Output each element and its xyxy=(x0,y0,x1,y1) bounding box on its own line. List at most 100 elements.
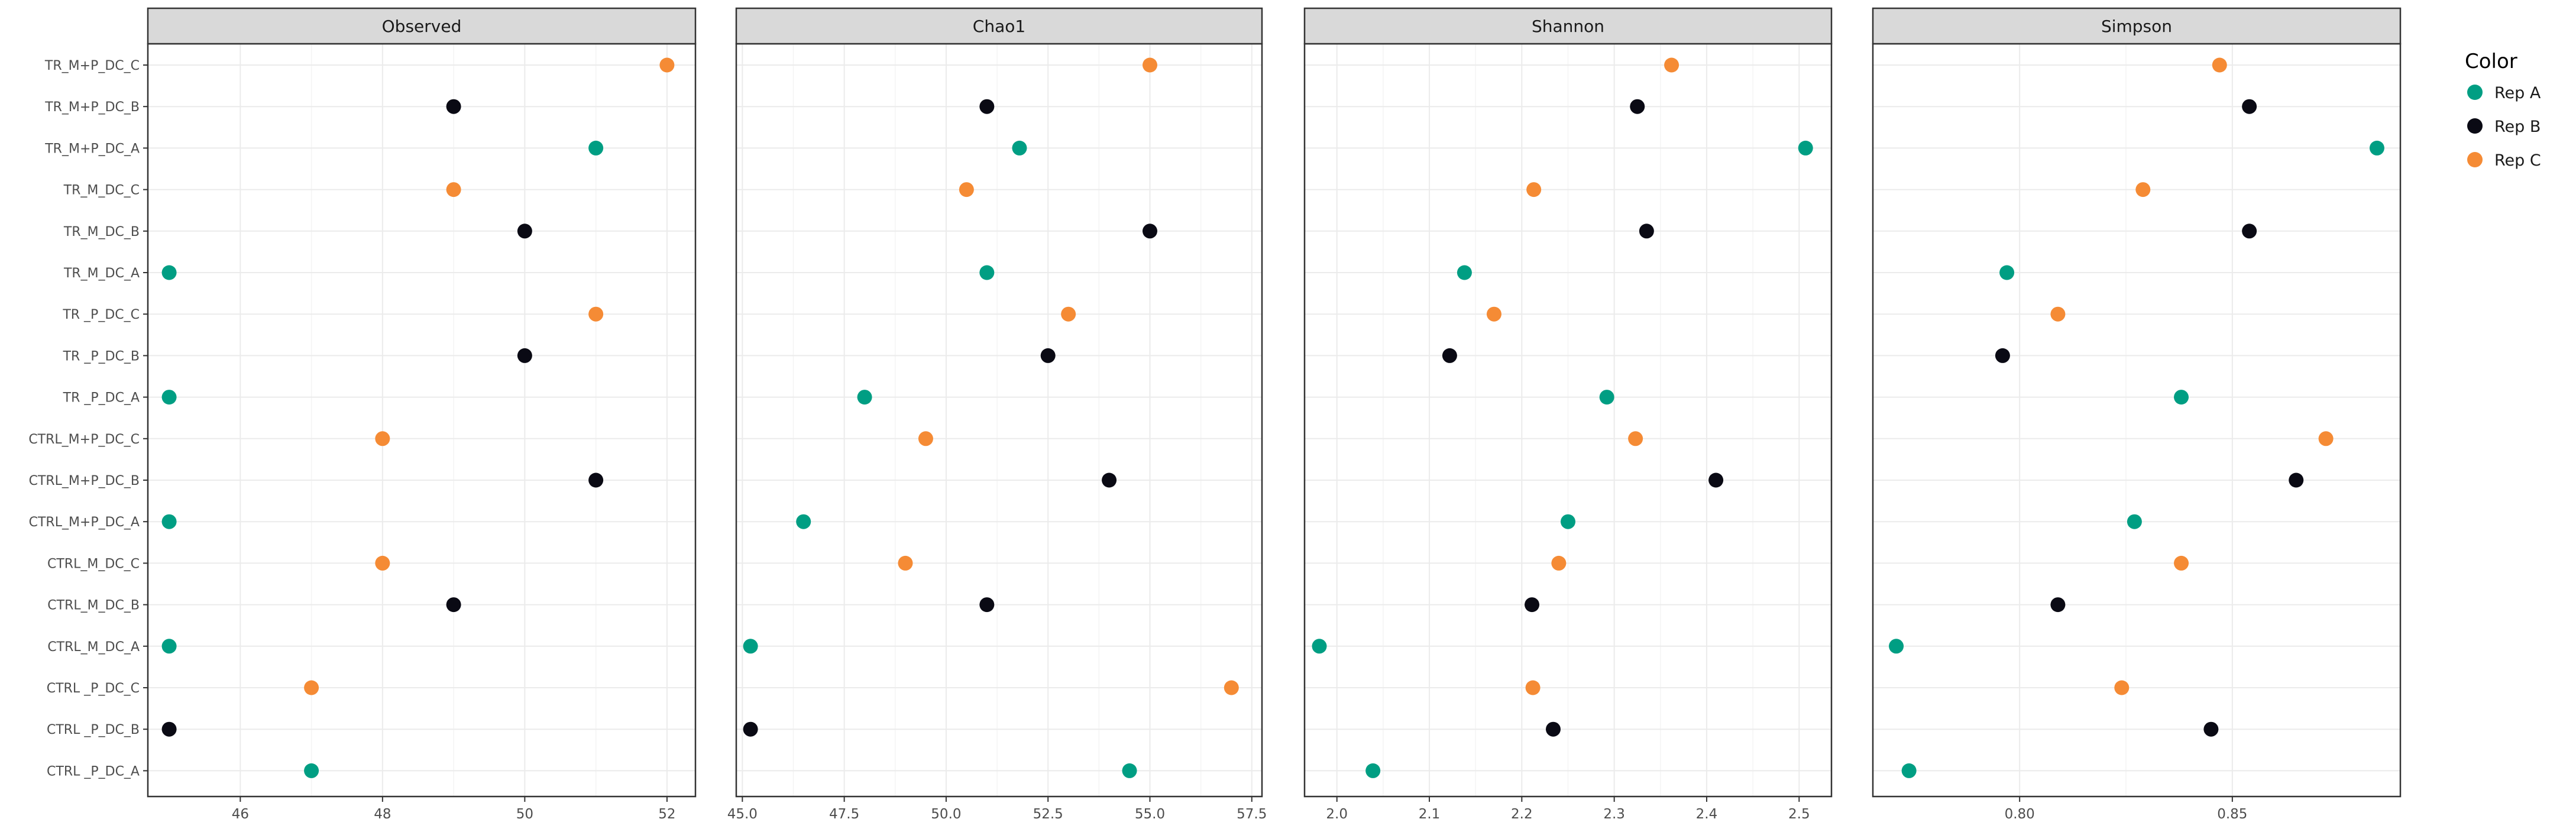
data-point xyxy=(1142,57,1157,73)
data-point xyxy=(1525,680,1541,695)
legend: Color Rep A Rep B Rep C xyxy=(2465,50,2541,170)
data-point xyxy=(1798,140,1813,156)
y-tick-label: CTRL_M+P_DC_A xyxy=(29,515,140,530)
data-point xyxy=(898,555,913,571)
data-point xyxy=(1457,265,1472,280)
data-point xyxy=(446,99,461,114)
facet-strip-label: Shannon xyxy=(1532,17,1604,36)
x-tick-label: 48 xyxy=(374,807,391,822)
data-point xyxy=(1486,306,1501,322)
data-point xyxy=(1442,348,1457,363)
data-point xyxy=(2318,431,2334,446)
facet-strip xyxy=(1872,7,2402,45)
y-tick-label: TR _P_DC_C xyxy=(62,307,140,322)
data-point xyxy=(161,721,177,737)
x-tick-label: 46 xyxy=(232,807,249,822)
data-point xyxy=(1122,763,1137,778)
y-tick-label: CTRL_M+P_DC_B xyxy=(29,474,140,488)
x-tick-label: 2.4 xyxy=(1696,807,1718,822)
legend-key xyxy=(2467,85,2483,100)
x-tick-label: 52 xyxy=(658,807,675,822)
data-point xyxy=(2174,555,2189,571)
y-tick-label: CTRL_M_DC_B xyxy=(47,598,140,613)
data-point xyxy=(1040,348,1056,363)
x-tick-label: 2.1 xyxy=(1419,807,1441,822)
facet-strip-label: Simpson xyxy=(2101,17,2172,36)
x-tick-label: 2.0 xyxy=(1326,807,1348,822)
panel-chao1: Chao1 45.0 47.5 50.0 52.5 55.0 57.5 xyxy=(727,7,1267,822)
y-tick-label: CTRL_M+P_DC_C xyxy=(28,432,140,447)
data-point xyxy=(2127,514,2142,529)
data-point xyxy=(1628,431,1643,446)
panel-background xyxy=(148,44,695,797)
data-point xyxy=(979,99,995,114)
data-point xyxy=(446,182,461,198)
data-point xyxy=(1599,390,1614,405)
data-point xyxy=(918,431,933,446)
y-tick-label: TR_M_DC_A xyxy=(63,266,140,281)
data-point xyxy=(161,390,177,405)
data-point xyxy=(2050,306,2066,322)
data-point xyxy=(2114,680,2130,695)
data-point xyxy=(588,140,604,156)
data-point xyxy=(375,431,390,446)
data-point xyxy=(1224,680,1239,695)
panel-observed: Observed 46 48 50 52 TR_M+P_DC_C TR_M+P_DC_B TR… xyxy=(28,7,697,822)
data-point xyxy=(2212,57,2227,73)
data-point xyxy=(161,265,177,280)
legend-label: Rep B xyxy=(2494,118,2541,136)
data-point xyxy=(796,514,811,529)
legend-key xyxy=(2467,152,2483,167)
y-tick-label: CTRL _P_DC_B xyxy=(47,723,140,737)
data-point xyxy=(588,306,604,322)
y-tick-label: TR_M+P_DC_B xyxy=(44,100,140,115)
data-point xyxy=(1995,348,2010,363)
panel-background xyxy=(1873,44,2400,797)
data-point xyxy=(2050,597,2066,613)
panel-background xyxy=(736,44,1262,797)
data-point xyxy=(1639,224,1654,239)
data-point xyxy=(517,348,532,363)
data-point xyxy=(1545,721,1561,737)
data-point xyxy=(743,721,758,737)
data-point xyxy=(375,555,390,571)
data-point xyxy=(446,597,461,613)
data-point xyxy=(2174,390,2189,405)
y-tick-label: CTRL_M_DC_C xyxy=(47,556,140,571)
facet-strip-label: Observed xyxy=(382,17,462,36)
x-tick-label: 57.5 xyxy=(1237,807,1267,822)
data-point xyxy=(304,680,319,695)
y-tick-label: CTRL _P_DC_C xyxy=(47,681,140,696)
data-point xyxy=(1708,472,1724,488)
legend-title: Color xyxy=(2465,50,2517,73)
data-point xyxy=(1999,265,2015,280)
data-point xyxy=(1664,57,1679,73)
x-tick-label: 0.85 xyxy=(2217,807,2247,822)
data-point xyxy=(517,224,532,239)
legend-label: Rep C xyxy=(2494,151,2541,170)
data-point xyxy=(1525,597,1540,613)
x-tick-label: 52.5 xyxy=(1033,807,1063,822)
legend-label: Rep A xyxy=(2494,84,2541,102)
y-tick-label: CTRL_M_DC_A xyxy=(47,640,140,655)
facet-strip xyxy=(1303,7,1833,45)
data-point xyxy=(857,390,872,405)
x-tick-label: 47.5 xyxy=(829,807,859,822)
x-tick-label: 50 xyxy=(516,807,533,822)
y-tick-label: TR _P_DC_B xyxy=(63,349,140,364)
facet-strip xyxy=(735,7,1263,45)
data-point xyxy=(1526,182,1542,198)
data-point xyxy=(659,57,675,73)
data-point xyxy=(1365,763,1381,778)
data-point xyxy=(1142,224,1157,239)
data-point xyxy=(979,265,995,280)
data-point xyxy=(304,763,319,778)
data-point xyxy=(2369,140,2384,156)
panel-simpson: Simpson 0.80 0.85 xyxy=(1872,7,2402,822)
data-point xyxy=(1630,99,1645,114)
x-tick-label: 2.3 xyxy=(1603,807,1625,822)
data-point xyxy=(2242,99,2257,114)
data-point xyxy=(161,514,177,529)
y-tick-label: CTRL _P_DC_A xyxy=(47,764,140,779)
data-point xyxy=(2203,721,2219,737)
